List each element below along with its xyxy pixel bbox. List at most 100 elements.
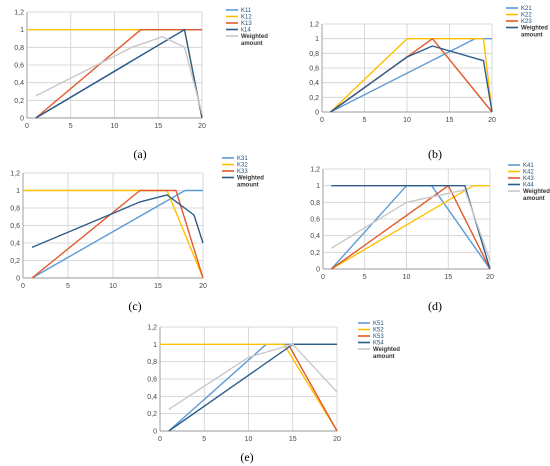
x-tick-label: 10 — [245, 436, 253, 443]
y-tick-label: 1,2 — [310, 167, 320, 174]
legend-label: K12 — [241, 15, 252, 21]
y-tick-label: 0 — [315, 110, 319, 117]
legend-label: K53 — [373, 334, 384, 340]
x-tick-label: 15 — [289, 436, 297, 443]
y-tick-label: 0 — [316, 267, 320, 274]
legend-label: K23 — [521, 19, 532, 25]
y-tick-label: 0,6 — [10, 223, 20, 230]
legend-label: K11 — [241, 8, 252, 14]
series-line-weighted-amount — [31, 194, 204, 249]
y-tick-label: 1 — [20, 27, 24, 34]
y-tick-label: 0,4 — [310, 233, 320, 240]
x-tick-label: 0 — [321, 274, 325, 281]
panel-label: (a) — [133, 147, 146, 161]
y-tick-label: 0,2 — [310, 250, 320, 257]
chart-panel-5: 0 0,2 0,4 0,6 0,8 1 1,2 0 5 10 15 20 K51K52K53K54Wei… — [147, 321, 400, 464]
panel-label: (b) — [428, 147, 442, 161]
y-tick-label: 1,2 — [147, 325, 157, 332]
x-tick-label: 20 — [488, 117, 496, 124]
chart-panel-3: 0 0,2 0,4 0,6 0,8 1 1,2 0 5 10 15 20 K31K32K33Weight… — [10, 156, 264, 313]
legend-label: K44 — [523, 183, 534, 189]
x-tick-label: 5 — [202, 436, 206, 443]
series-line-k14 — [35, 29, 203, 119]
y-tick-label: 1,2 — [10, 171, 20, 178]
y-tick-label: 1 — [153, 342, 157, 349]
y-tick-label: 1 — [315, 36, 319, 43]
series-line-k31 — [31, 189, 203, 279]
series-line-k41 — [330, 184, 491, 270]
legend-label: Weighted amount — [523, 189, 550, 202]
y-tick-label: 0,4 — [10, 241, 20, 248]
y-tick-label: 1 — [16, 188, 20, 195]
series-line-k51 — [168, 343, 337, 432]
legend-label: Weighted amount — [237, 176, 264, 189]
series-line-k42 — [331, 184, 490, 270]
series-line-weighted-amount — [330, 45, 493, 113]
series-line-k21 — [330, 38, 492, 113]
x-tick-label: 15 — [446, 117, 454, 124]
y-tick-label: 0,4 — [14, 80, 24, 87]
legend-label: K22 — [521, 13, 532, 19]
x-tick-label: 0 — [158, 436, 162, 443]
y-tick-label: 1 — [316, 183, 320, 190]
y-tick-label: 1,2 — [14, 10, 24, 17]
legend-label: K52 — [373, 328, 384, 334]
y-tick-label: 0,2 — [14, 98, 24, 105]
series-line-weighted-amount — [331, 189, 491, 261]
y-tick-label: 0,8 — [310, 200, 320, 207]
x-tick-label: 5 — [363, 117, 367, 124]
y-tick-label: 0,8 — [309, 51, 319, 58]
x-tick-label: 10 — [403, 117, 411, 124]
y-tick-label: 0,8 — [14, 45, 24, 52]
series-line-weighted-amount — [168, 343, 338, 410]
panel-label: (e) — [240, 450, 253, 464]
legend-label: Weighted amount — [521, 26, 548, 39]
legend-label: K42 — [523, 170, 534, 176]
legend-label: K32 — [237, 163, 248, 169]
x-tick-label: 20 — [333, 436, 341, 443]
x-tick-label: 5 — [66, 283, 70, 290]
y-tick-label: 1,2 — [309, 22, 319, 29]
y-tick-label: 0,6 — [147, 377, 157, 384]
x-tick-label: 5 — [69, 123, 73, 130]
legend-label: K31 — [237, 156, 248, 162]
x-tick-label: 0 — [25, 123, 29, 130]
y-tick-label: 0 — [20, 116, 24, 123]
chart-panel-4: 0 0,2 0,4 0,6 0,8 1 1,2 0 5 10 15 20 K41K42K43K44Wei… — [310, 163, 550, 313]
x-tick-label: 15 — [154, 283, 162, 290]
legend-label: K21 — [521, 6, 532, 12]
legend-label: K54 — [373, 341, 384, 347]
x-tick-label: 0 — [21, 283, 25, 290]
y-tick-label: 0,8 — [10, 206, 20, 213]
y-tick-label: 0,6 — [310, 217, 320, 224]
y-tick-label: 0,2 — [309, 95, 319, 102]
y-tick-label: 0,2 — [10, 258, 20, 265]
series-line-k53 — [287, 343, 338, 432]
x-tick-label: 15 — [444, 274, 452, 281]
x-tick-label: 10 — [109, 283, 117, 290]
y-tick-label: 0,2 — [147, 411, 157, 418]
series-line-k52 — [160, 343, 338, 432]
series-line-k54 — [168, 343, 337, 432]
legend-label: K13 — [241, 21, 252, 27]
y-tick-label: 0,4 — [147, 394, 157, 401]
x-tick-label: 10 — [403, 274, 411, 281]
series-line-k22 — [330, 38, 493, 113]
y-tick-label: 0,4 — [309, 80, 319, 87]
chart-panel-1: 0 0,2 0,4 0,6 0,8 1 1,2 0 5 10 15 20 K11K12K13k14Wei… — [14, 8, 268, 161]
panel-label: (c) — [128, 299, 141, 313]
series-line-k44 — [331, 184, 491, 270]
y-tick-label: 0,6 — [14, 63, 24, 70]
legend-label: k14 — [241, 28, 251, 34]
legend-label: Weighted amount — [241, 34, 268, 47]
series-line-k13 — [35, 29, 202, 119]
x-tick-label: 20 — [486, 274, 494, 281]
series-line-weighted-amount — [35, 36, 203, 114]
legend-label: K51 — [373, 321, 384, 327]
legend-label: Weighted amount — [373, 347, 400, 360]
x-tick-label: 15 — [154, 123, 162, 130]
y-tick-label: 0 — [153, 429, 157, 436]
x-tick-label: 5 — [363, 274, 367, 281]
x-tick-label: 20 — [198, 123, 206, 130]
x-tick-label: 10 — [111, 123, 119, 130]
